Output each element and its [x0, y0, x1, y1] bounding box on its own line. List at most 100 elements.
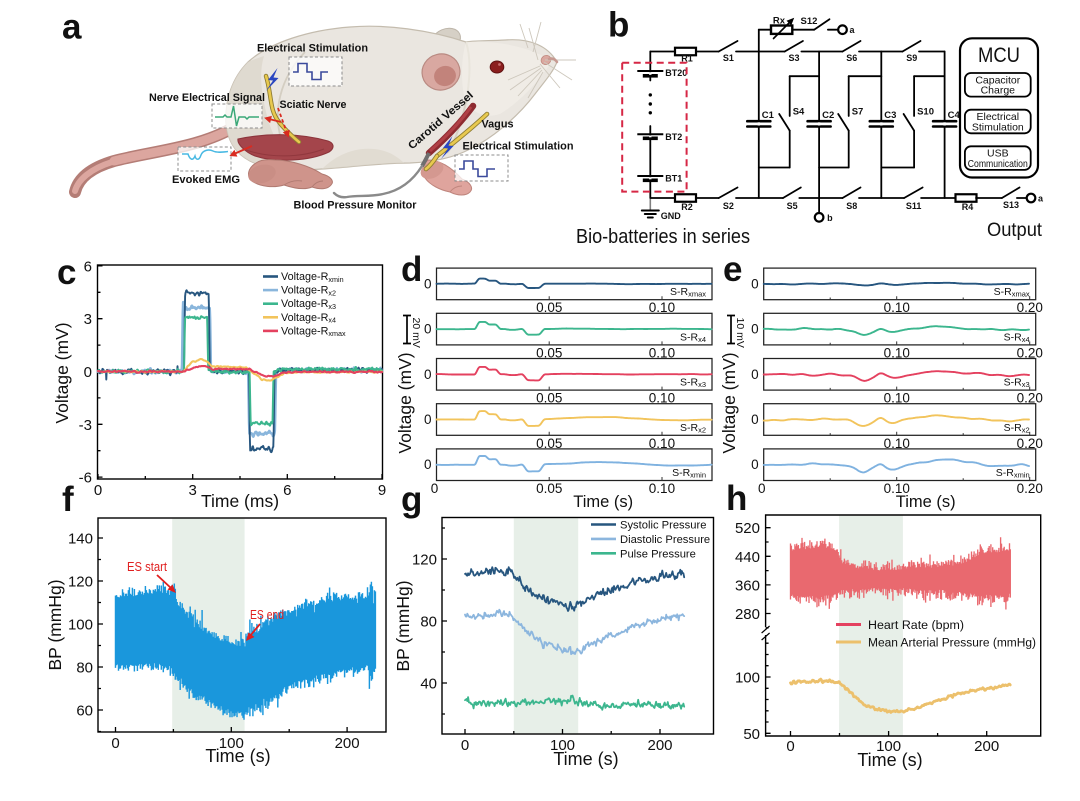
svg-text:USB: USB: [987, 148, 1009, 160]
svg-text:0: 0: [111, 735, 119, 752]
svg-text:200: 200: [974, 738, 999, 755]
svg-text:S1: S1: [723, 53, 734, 63]
svg-text:Voltage-Rxmax: Voltage-Rxmax: [281, 325, 346, 338]
svg-text:Voltage-Rxmin: Voltage-Rxmin: [281, 271, 344, 284]
svg-text:0.10: 0.10: [649, 391, 675, 406]
svg-text:3: 3: [188, 482, 196, 499]
svg-text:Voltage (mV): Voltage (mV): [719, 352, 739, 453]
svg-text:d: d: [401, 250, 422, 289]
svg-text:Time (s): Time (s): [205, 746, 270, 766]
svg-text:ES end: ES end: [250, 608, 284, 622]
svg-text:0: 0: [751, 322, 759, 337]
svg-text:280: 280: [735, 606, 760, 623]
svg-text:50: 50: [743, 726, 760, 743]
svg-text:100: 100: [550, 737, 575, 754]
svg-text:Output: Output: [987, 219, 1043, 241]
svg-text:S5: S5: [787, 201, 798, 211]
svg-text:R1: R1: [681, 54, 693, 64]
svg-text:0.05: 0.05: [536, 391, 562, 406]
svg-text:0: 0: [424, 367, 432, 382]
svg-text:0.20: 0.20: [1017, 436, 1043, 451]
svg-text:-6: -6: [79, 470, 92, 487]
svg-text:C1: C1: [762, 110, 775, 121]
svg-text:Electrical Stimulation: Electrical Stimulation: [463, 141, 574, 153]
svg-text:0: 0: [431, 481, 439, 496]
svg-text:b: b: [827, 213, 833, 223]
svg-text:0: 0: [751, 412, 759, 427]
svg-text:S-Rxmin: S-Rxmin: [996, 467, 1030, 480]
svg-text:0.05: 0.05: [536, 345, 562, 360]
svg-text:Capacitor: Capacitor: [975, 74, 1020, 86]
svg-text:0.20: 0.20: [1017, 391, 1043, 406]
svg-text:S-Rx2: S-Rx2: [680, 422, 706, 435]
svg-text:h: h: [726, 479, 747, 518]
svg-text:0.10: 0.10: [884, 345, 910, 360]
svg-text:0: 0: [786, 738, 794, 755]
svg-text:Heart Rate (bpm): Heart Rate (bpm): [868, 618, 964, 632]
svg-text:R2: R2: [681, 202, 693, 212]
svg-text:0.10: 0.10: [649, 300, 675, 315]
svg-text:Electrical: Electrical: [976, 111, 1019, 123]
svg-text:0.10: 0.10: [884, 300, 910, 315]
svg-text:0: 0: [94, 482, 102, 499]
svg-text:S12: S12: [801, 16, 818, 27]
svg-text:0.20: 0.20: [1017, 300, 1043, 315]
svg-text:Voltage-Rx4: Voltage-Rx4: [281, 312, 336, 325]
svg-text:S11: S11: [906, 201, 922, 211]
svg-text:10 mV: 10 mV: [734, 318, 746, 348]
svg-text:Time (s): Time (s): [553, 749, 618, 769]
svg-text:0: 0: [751, 276, 759, 291]
svg-text:Rx: Rx: [773, 16, 786, 27]
svg-text:Time (s): Time (s): [857, 750, 922, 770]
svg-text:0.10: 0.10: [649, 345, 675, 360]
svg-text:BT20: BT20: [665, 68, 687, 78]
svg-text:Vagus: Vagus: [482, 119, 514, 131]
svg-text:C4: C4: [948, 110, 961, 121]
svg-text:f: f: [62, 480, 74, 519]
svg-text:Time (s): Time (s): [573, 493, 633, 511]
svg-text:140: 140: [68, 531, 93, 548]
svg-text:c: c: [57, 253, 76, 292]
svg-text:S-Rxmax: S-Rxmax: [670, 286, 706, 299]
svg-text:Evoked EMG: Evoked EMG: [172, 174, 240, 186]
svg-text:100: 100: [876, 738, 901, 755]
svg-text:200: 200: [647, 737, 672, 754]
svg-text:Blood Pressure Monitor: Blood Pressure Monitor: [294, 200, 418, 212]
svg-text:0.05: 0.05: [536, 300, 562, 315]
svg-text:Voltage-Rx2: Voltage-Rx2: [281, 285, 336, 298]
svg-text:440: 440: [735, 549, 760, 566]
svg-text:b: b: [608, 6, 629, 45]
svg-text:0: 0: [424, 276, 432, 291]
svg-text:g: g: [401, 480, 422, 519]
svg-text:GND: GND: [661, 211, 682, 221]
svg-text:120: 120: [412, 552, 437, 569]
svg-text:R4: R4: [962, 202, 974, 212]
svg-text:6: 6: [283, 482, 291, 499]
svg-text:BP (mmHg): BP (mmHg): [45, 579, 65, 670]
svg-text:a: a: [1038, 194, 1044, 204]
svg-text:S-Rx3: S-Rx3: [1004, 377, 1030, 390]
svg-text:0: 0: [424, 322, 432, 337]
svg-text:20 mV: 20 mV: [410, 318, 422, 348]
svg-text:Diastolic Pressure: Diastolic Pressure: [620, 534, 710, 546]
svg-text:Charge: Charge: [981, 85, 1016, 97]
svg-text:0.10: 0.10: [884, 481, 910, 496]
svg-text:Bio-batteries in series: Bio-batteries in series: [576, 226, 750, 248]
svg-text:100: 100: [68, 617, 93, 634]
svg-text:0: 0: [758, 481, 766, 496]
svg-text:0.10: 0.10: [884, 436, 910, 451]
svg-text:S-Rx2: S-Rx2: [1004, 422, 1030, 435]
svg-text:Voltage (mV): Voltage (mV): [52, 322, 72, 423]
svg-text:0: 0: [461, 737, 469, 754]
svg-text:80: 80: [420, 614, 437, 631]
svg-text:0.10: 0.10: [649, 481, 675, 496]
svg-text:40: 40: [420, 676, 437, 693]
svg-text:S-Rxmax: S-Rxmax: [994, 286, 1030, 299]
svg-text:Systolic Pressure: Systolic Pressure: [620, 520, 706, 532]
svg-text:Electrical Stimulation: Electrical Stimulation: [257, 43, 368, 55]
svg-text:C3: C3: [884, 110, 896, 121]
svg-text:S3: S3: [789, 53, 800, 63]
svg-text:360: 360: [735, 577, 760, 594]
svg-text:Time (ms): Time (ms): [201, 491, 279, 511]
svg-text:S10: S10: [917, 107, 934, 118]
